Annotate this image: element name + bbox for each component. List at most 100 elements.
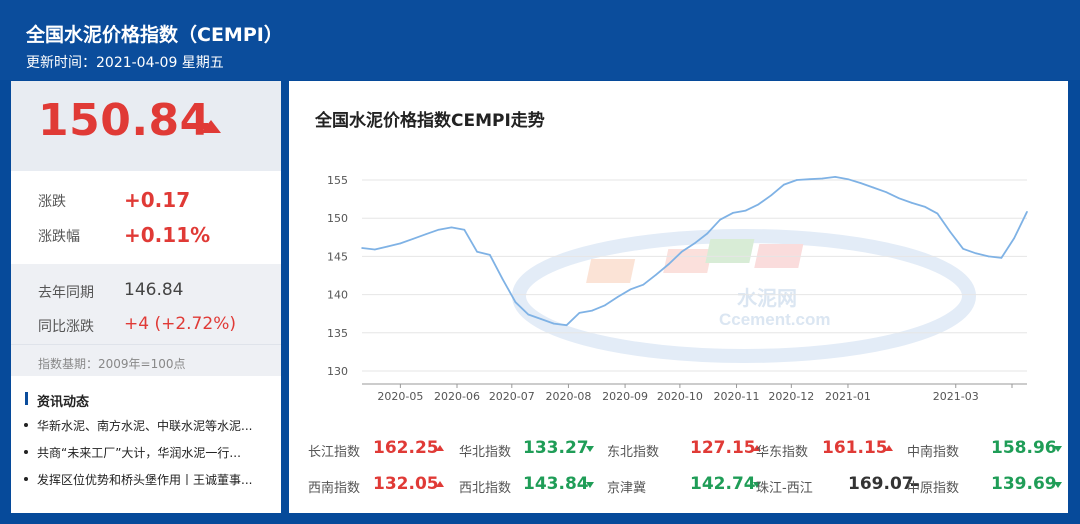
region-value: 143.84 xyxy=(523,474,589,494)
data-point xyxy=(808,178,811,180)
arrow-down-icon xyxy=(1054,446,1062,452)
data-point xyxy=(668,263,670,265)
index-price: 150.84 xyxy=(38,95,211,146)
data-point xyxy=(553,322,555,325)
data-point xyxy=(693,242,696,245)
summary-panel: 150.84 涨跌 +0.17 涨跌幅 +0.11% 去年同期 146.84 同… xyxy=(11,81,281,513)
y-tick-label: 145 xyxy=(327,250,348,263)
region-value: 161.15 xyxy=(822,438,888,458)
watermark-swoosh xyxy=(512,229,976,363)
data-point xyxy=(796,179,798,181)
region-name: 西南指数 xyxy=(308,481,361,496)
news-item[interactable]: 发挥区位优势和桥头堡作用丨王诚董事... xyxy=(37,473,253,487)
data-point xyxy=(591,309,593,312)
yoy-label: 同比涨跌 xyxy=(38,319,94,335)
arrow-up-icon xyxy=(436,481,444,487)
arrow-down-icon xyxy=(586,446,594,452)
data-point xyxy=(527,313,530,316)
change-block: 涨跌 +0.17 涨跌幅 +0.11% xyxy=(11,171,281,263)
bullet-icon xyxy=(24,450,28,454)
x-tick-label: 2020-11 xyxy=(714,390,760,403)
region-name: 中南指数 xyxy=(907,445,960,460)
arrow-up-icon xyxy=(436,445,444,451)
watermark-block xyxy=(663,249,713,273)
arrow-down-icon xyxy=(1054,482,1062,488)
region-name: 中原指数 xyxy=(907,481,960,496)
arrow-up-icon xyxy=(885,445,893,451)
data-point xyxy=(374,248,376,251)
data-point xyxy=(1000,257,1003,259)
data-point xyxy=(923,205,926,208)
data-point xyxy=(847,178,849,180)
data-point xyxy=(757,203,760,206)
data-point xyxy=(565,324,568,326)
data-point xyxy=(744,209,747,212)
region-value: 133.27 xyxy=(523,438,589,458)
watermark-en: Ccement.com xyxy=(719,310,830,329)
data-point xyxy=(885,191,888,193)
page-header: 全国水泥价格指数（CEMPI） 更新时间：2021-04-09 星期五 xyxy=(0,0,1080,80)
data-point xyxy=(489,254,491,256)
data-point xyxy=(642,283,645,286)
data-point xyxy=(617,296,619,298)
price-block: 150.84 xyxy=(11,81,281,171)
region-name: 西北指数 xyxy=(459,481,512,496)
data-point xyxy=(962,248,964,250)
change-pct-value: +0.11% xyxy=(124,223,211,247)
bullet-icon xyxy=(24,477,28,481)
yoy-value: +4 (+2.72%) xyxy=(124,314,236,334)
region-name: 华东指数 xyxy=(756,445,809,460)
region-value: 169.07 xyxy=(848,474,914,494)
data-point xyxy=(604,304,606,307)
news-title: 资讯动态 xyxy=(37,395,90,410)
change-pct-label: 涨跌幅 xyxy=(38,229,80,245)
region-name: 长江指数 xyxy=(308,445,361,460)
y-tick-label: 130 xyxy=(327,365,348,378)
x-tick-label: 2020-07 xyxy=(489,390,535,403)
news-block: 资讯动态 华新水泥、南方水泥、中联水泥等水泥... 共商“未来工厂”大计，华润水… xyxy=(11,377,281,513)
data-point xyxy=(578,312,581,314)
news-item[interactable]: 华新水泥、南方水泥、中联水泥等水泥... xyxy=(37,419,253,433)
data-point xyxy=(821,177,824,180)
data-point xyxy=(399,242,402,245)
x-tick-label: 2020-06 xyxy=(434,390,480,403)
data-point xyxy=(834,176,836,178)
region-name: 珠江-西江 xyxy=(756,481,813,496)
data-point xyxy=(412,238,414,240)
yoy-block: 去年同期 146.84 同比涨跌 +4 (+2.72%) 指数基期：2009年=… xyxy=(11,264,281,376)
news-item[interactable]: 共商“未来工厂”大计，华润水泥一行... xyxy=(37,446,241,460)
data-point xyxy=(655,273,657,276)
x-tick-label: 2021-03 xyxy=(933,390,979,403)
data-point xyxy=(501,278,504,281)
data-point xyxy=(706,232,709,235)
y-tick-label: 155 xyxy=(327,174,348,187)
region-value: 158.96 xyxy=(991,438,1057,458)
data-point xyxy=(987,255,990,258)
last-year-label: 去年同期 xyxy=(38,285,94,301)
region-value: 139.69 xyxy=(991,474,1057,494)
region-name: 京津冀 xyxy=(607,481,647,496)
data-point xyxy=(540,318,542,320)
data-point xyxy=(949,231,952,233)
watermark-cn: 水泥网 xyxy=(737,287,797,310)
data-point xyxy=(476,251,478,253)
y-tick-label: 140 xyxy=(327,289,348,302)
data-point xyxy=(936,212,939,215)
arrow-down-icon xyxy=(753,482,761,488)
update-time: 更新时间：2021-04-09 星期五 xyxy=(26,55,224,71)
watermark-block xyxy=(705,239,755,263)
data-point xyxy=(898,197,900,200)
x-tick-label: 2020-10 xyxy=(657,390,703,403)
data-point xyxy=(732,212,734,214)
data-point xyxy=(361,247,363,249)
chart-title: 全国水泥价格指数CEMPI走势 xyxy=(315,111,545,131)
data-point xyxy=(425,233,427,235)
change-value: +0.17 xyxy=(124,188,191,212)
data-point xyxy=(975,252,977,255)
data-point xyxy=(860,182,862,184)
region-value: 127.15 xyxy=(690,438,756,458)
bullet-icon xyxy=(24,423,28,427)
data-point xyxy=(911,202,913,204)
data-point xyxy=(514,301,517,303)
